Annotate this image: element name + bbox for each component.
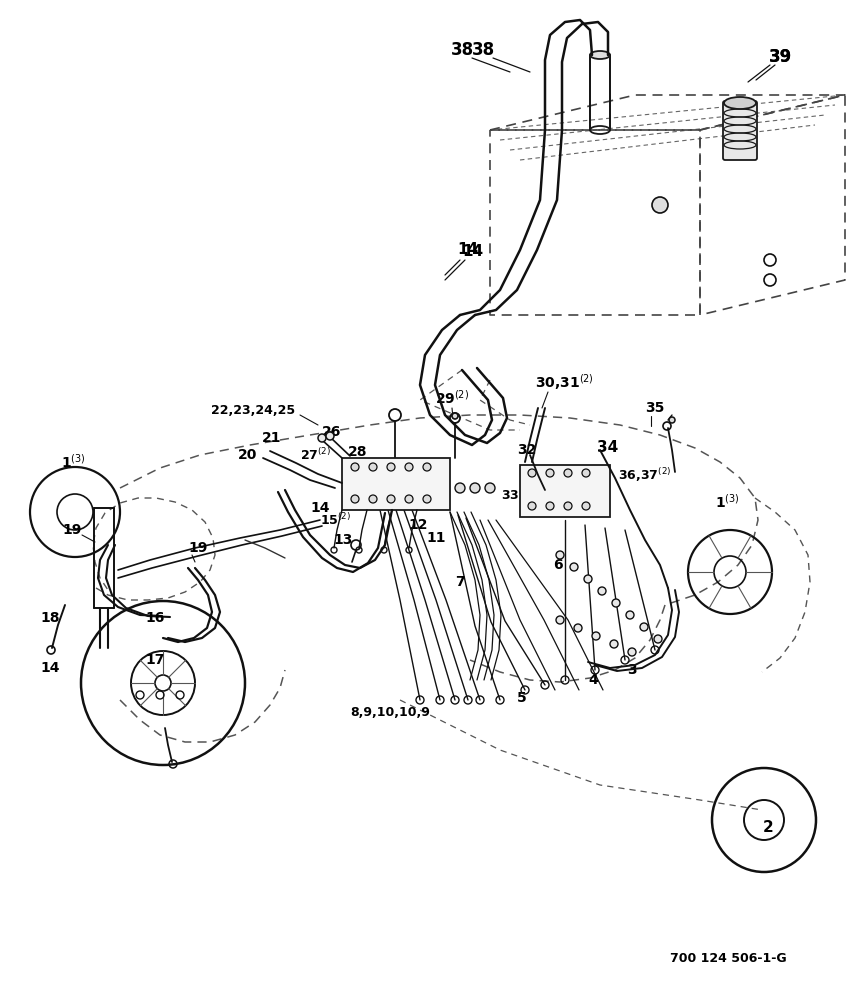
Circle shape xyxy=(564,469,572,477)
Text: 33$^{(2)}$: 33$^{(2)}$ xyxy=(501,487,533,503)
Circle shape xyxy=(452,413,458,419)
Text: 15$^{(2)}$: 15$^{(2)}$ xyxy=(321,512,352,528)
Circle shape xyxy=(556,551,564,559)
Text: 11: 11 xyxy=(427,531,446,545)
Text: 20: 20 xyxy=(238,448,258,462)
Text: 14: 14 xyxy=(462,244,483,259)
Circle shape xyxy=(654,635,662,643)
Text: 34: 34 xyxy=(597,440,619,456)
Circle shape xyxy=(598,587,606,595)
Text: 38: 38 xyxy=(471,41,494,59)
Circle shape xyxy=(387,495,395,503)
Circle shape xyxy=(556,616,564,624)
Circle shape xyxy=(369,495,377,503)
Circle shape xyxy=(582,502,590,510)
Text: 39: 39 xyxy=(768,48,792,66)
Circle shape xyxy=(485,483,495,493)
Text: 5: 5 xyxy=(517,691,527,705)
Text: 2: 2 xyxy=(762,820,773,836)
Circle shape xyxy=(405,463,413,471)
Text: 1$^{(3)}$: 1$^{(3)}$ xyxy=(61,453,86,471)
Circle shape xyxy=(546,502,554,510)
Text: 1$^{(3)}$: 1$^{(3)}$ xyxy=(715,493,739,511)
Text: 13: 13 xyxy=(333,533,353,547)
Text: 19: 19 xyxy=(62,523,81,537)
Circle shape xyxy=(423,463,431,471)
Circle shape xyxy=(582,469,590,477)
Text: 30,31$^{(2)}$: 30,31$^{(2)}$ xyxy=(534,372,594,392)
Text: 29$^{(2)}$: 29$^{(2)}$ xyxy=(435,389,469,407)
Circle shape xyxy=(628,648,636,656)
Circle shape xyxy=(669,417,675,423)
Circle shape xyxy=(652,197,668,213)
Text: 21: 21 xyxy=(262,431,282,445)
Text: 4: 4 xyxy=(589,673,598,687)
Circle shape xyxy=(592,632,600,640)
Text: 3: 3 xyxy=(628,663,637,677)
Text: 17: 17 xyxy=(145,653,165,667)
Circle shape xyxy=(387,463,395,471)
Circle shape xyxy=(584,575,592,583)
Circle shape xyxy=(570,563,578,571)
Text: 700 124 506-1-G: 700 124 506-1-G xyxy=(670,952,786,964)
Text: 18: 18 xyxy=(40,611,59,625)
Circle shape xyxy=(318,434,326,442)
Circle shape xyxy=(351,463,359,471)
Text: 14: 14 xyxy=(40,661,59,675)
Circle shape xyxy=(546,469,554,477)
Text: 38: 38 xyxy=(450,41,473,59)
Text: 8,9,10,10,9: 8,9,10,10,9 xyxy=(350,706,430,718)
Circle shape xyxy=(640,623,648,631)
Circle shape xyxy=(626,611,634,619)
Text: 27$^{(2)}$: 27$^{(2)}$ xyxy=(300,447,332,463)
Bar xyxy=(520,465,610,517)
Text: 28: 28 xyxy=(349,445,368,459)
Text: 32: 32 xyxy=(517,443,537,457)
Circle shape xyxy=(455,483,465,493)
Text: 7: 7 xyxy=(455,575,465,589)
Text: 26: 26 xyxy=(322,425,342,439)
Circle shape xyxy=(610,640,618,648)
Circle shape xyxy=(470,483,480,493)
Circle shape xyxy=(564,502,572,510)
Circle shape xyxy=(423,495,431,503)
Text: 16: 16 xyxy=(145,611,165,625)
Text: 12: 12 xyxy=(408,518,427,532)
Circle shape xyxy=(351,495,359,503)
Text: 39: 39 xyxy=(768,48,792,66)
FancyBboxPatch shape xyxy=(723,101,757,160)
Text: 19: 19 xyxy=(188,541,208,555)
Text: 14: 14 xyxy=(457,242,478,257)
Bar xyxy=(342,458,450,510)
Text: 22,23,24,25: 22,23,24,25 xyxy=(211,403,295,416)
Circle shape xyxy=(528,469,536,477)
Ellipse shape xyxy=(724,97,756,109)
Text: 6: 6 xyxy=(553,558,563,572)
Text: 14: 14 xyxy=(310,501,330,515)
Text: 35: 35 xyxy=(645,401,665,415)
Text: 36,37$^{(2)}$: 36,37$^{(2)}$ xyxy=(618,466,672,484)
Ellipse shape xyxy=(590,51,610,59)
Circle shape xyxy=(405,495,413,503)
Circle shape xyxy=(612,599,620,607)
Circle shape xyxy=(528,502,536,510)
Circle shape xyxy=(574,624,582,632)
Circle shape xyxy=(326,432,334,440)
Circle shape xyxy=(369,463,377,471)
